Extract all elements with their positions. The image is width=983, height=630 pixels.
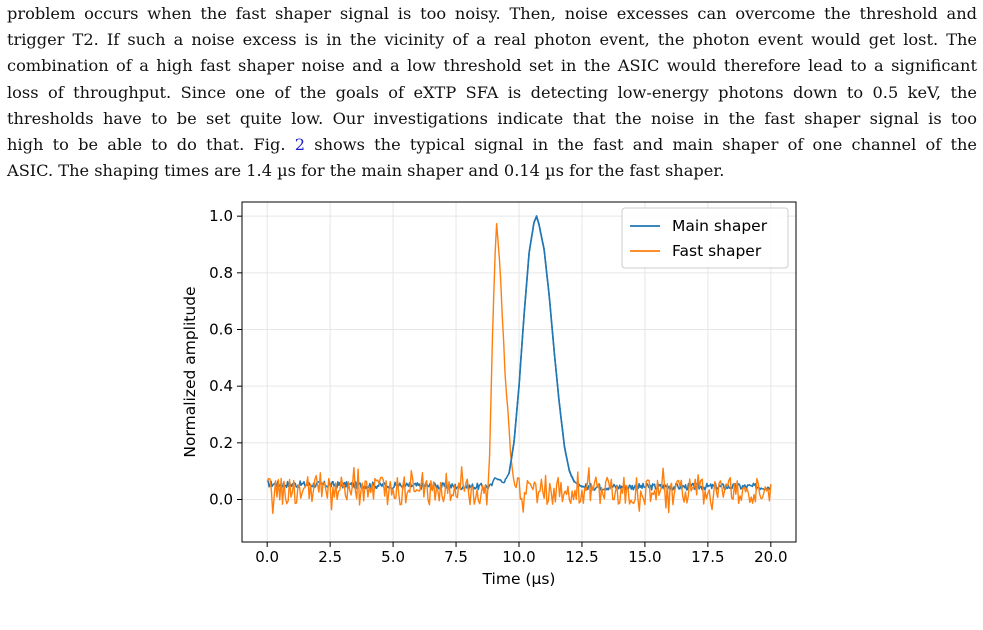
x-tick-label: 7.5	[444, 548, 468, 566]
paragraph-line: high to be able to do that. Fig. 2 shows…	[7, 132, 977, 158]
figure-signal-plot: 0.0 2.5 5.0 7.5 10.0 12.5 15.0 17.5 20.0 0.0 0.2 0.…	[170, 190, 810, 610]
x-axis-label: Time (µs)	[482, 570, 556, 588]
x-tick-label: 20.0	[754, 548, 787, 566]
y-tick-label: 0.8	[209, 264, 233, 282]
series-line-fast-shaper	[266, 223, 772, 515]
y-tick-label: 0.4	[209, 377, 233, 395]
body-paragraph: problem occurs when the fast shaper sign…	[7, 1, 977, 184]
x-tick-label: 0.0	[255, 548, 279, 566]
paragraph-line: trigger T2. If such a noise excess is in…	[7, 30, 977, 50]
legend-label: Main shaper	[672, 217, 768, 235]
x-tick-label: 5.0	[381, 548, 405, 566]
y-tick-label: 1.0	[209, 207, 233, 225]
paragraph-line: thresholds have to be set quite low. Our…	[7, 108, 977, 128]
paragraph-text: shows the typical signal in the fast and…	[305, 135, 977, 155]
y-axis-label: Normalized amplitude	[181, 286, 199, 457]
paragraph-line: loss of throughput. Since one of the goa…	[7, 82, 977, 102]
y-tick-label: 0.0	[209, 491, 233, 509]
legend-label: Fast shaper	[672, 242, 762, 260]
paragraph-line: combination of a high fast shaper noise …	[7, 56, 977, 76]
x-tick-label: 15.0	[628, 548, 661, 566]
x-tick-label: 17.5	[691, 548, 724, 566]
figure-reference-link[interactable]: 2	[294, 135, 306, 155]
y-tick-label: 0.2	[209, 434, 233, 452]
y-tick-label: 0.6	[209, 321, 233, 339]
paragraph-line: problem occurs when the fast shaper sign…	[7, 4, 977, 23]
paragraph-line: ASIC. The shaping times are 1.4 µs for t…	[7, 161, 725, 181]
legend-box	[621, 207, 789, 269]
shaper-signal-chart: 0.0 2.5 5.0 7.5 10.0 12.5 15.0 17.5 20.0 0.0 0.2 0.…	[181, 201, 797, 588]
paragraph-text: high to be able to do that. Fig.	[7, 135, 295, 155]
series-peak-main-shaper	[508, 215, 576, 483]
x-tick-label: 2.5	[318, 548, 342, 566]
x-tick-label: 10.0	[502, 548, 535, 566]
x-tick-label: 12.5	[565, 548, 598, 566]
